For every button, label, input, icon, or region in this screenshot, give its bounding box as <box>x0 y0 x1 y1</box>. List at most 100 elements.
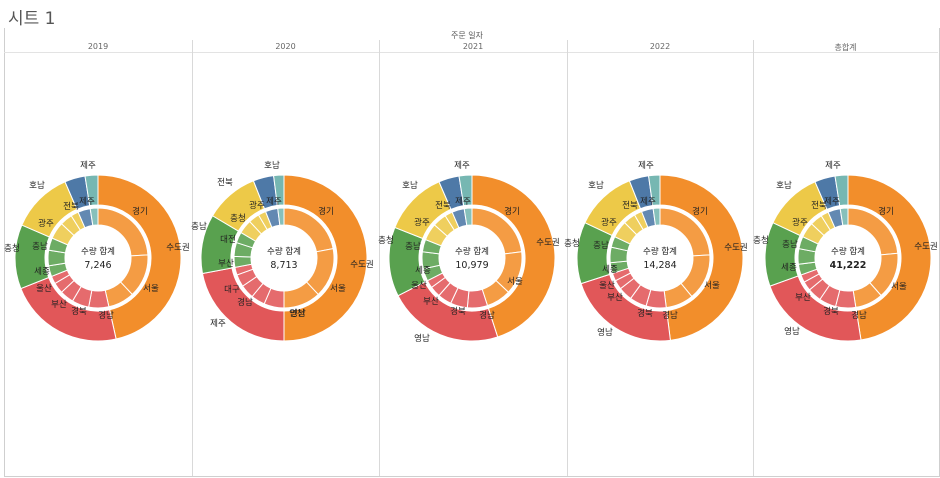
segment-label: 전북 <box>63 201 79 212</box>
segment-label: 부산 <box>423 296 439 307</box>
segment-label: 울산 <box>411 280 427 291</box>
segment-label: 제주 <box>210 319 226 329</box>
segment-label: 전북 <box>217 177 233 188</box>
segment-label: 충청 <box>378 236 394 246</box>
column-header-2019[interactable]: 2019 <box>87 42 109 51</box>
segment-label: 서울 <box>704 281 720 291</box>
segment-label: 영남 <box>784 326 800 337</box>
donut-chart-2020: 수량 합계8,713경기수도권서울인천경남대구부산대전충남충청광주전북호남제주제… <box>191 161 374 342</box>
segment-label: 세종 <box>602 265 618 275</box>
segment-label: 제주 <box>455 197 471 207</box>
segment-label: 대전 <box>220 234 236 245</box>
segment-label: 수도권 <box>536 237 559 248</box>
segment-label: 수도권 <box>914 241 937 252</box>
segment-label: 제주 <box>638 161 654 171</box>
center-total-value: 8,713 <box>270 260 297 271</box>
segment-label: 제주 <box>640 197 656 207</box>
segment-label: 경기 <box>504 206 520 217</box>
donut-chart-2019: 수량 합계7,246경기수도권서울경남경북부산울산세종충남충청광주전북호남제주제… <box>4 161 190 342</box>
column-divider <box>192 40 193 476</box>
segment-label: 경남 <box>662 310 678 321</box>
segment-label: 경북 <box>71 306 87 317</box>
segment-label: 서울 <box>330 284 346 294</box>
segment-label: 충청 <box>230 214 246 224</box>
column-header-total[interactable]: 총합계 <box>834 43 857 52</box>
segment-label: 서울 <box>507 277 523 287</box>
center-measure-label: 수량 합계 <box>643 246 677 257</box>
column-divider <box>379 40 380 476</box>
donut-hole <box>439 225 505 291</box>
outer-ring-segment[interactable] <box>471 174 556 338</box>
segment-label: 경남 <box>851 310 867 321</box>
segment-label: 제주 <box>824 197 840 207</box>
segment-label: 경북 <box>637 308 653 319</box>
donut-hole <box>251 225 317 291</box>
segment-label: 영남 <box>414 333 430 344</box>
segment-label: 충남 <box>191 222 207 232</box>
segment-label: 제주 <box>266 197 282 207</box>
column-header-2022[interactable]: 2022 <box>649 42 671 51</box>
segment-label: 충청 <box>564 239 580 249</box>
segment-label: 광주 <box>414 217 430 228</box>
segment-label: 울산 <box>36 283 52 294</box>
segment-label: 경북 <box>450 306 466 317</box>
segment-label: 경남 <box>479 310 495 321</box>
outer-ring-segment[interactable] <box>847 174 932 341</box>
segment-label: 경기 <box>692 206 708 217</box>
segment-label: 충남 <box>405 242 421 252</box>
donut-hole <box>65 225 131 291</box>
segment-label: 서울 <box>143 284 159 294</box>
segment-label: 광주 <box>38 218 54 229</box>
outer-ring-segment[interactable] <box>647 174 661 207</box>
column-header-2021[interactable]: 2021 <box>462 42 484 51</box>
segment-label: 광주 <box>249 200 265 211</box>
outer-ring-segment[interactable] <box>659 174 744 341</box>
center-total-value: 7,246 <box>84 260 111 271</box>
segment-label: 충남 <box>32 242 48 252</box>
segment-label: 충청 <box>4 244 20 254</box>
segment-label: 경북 <box>823 306 839 317</box>
header-divider <box>4 52 938 53</box>
segment-label: 경기 <box>878 206 894 217</box>
column-header-2020[interactable]: 2020 <box>275 42 296 51</box>
segment-label: 호남 <box>588 181 604 191</box>
segment-label: 수도권 <box>724 242 747 253</box>
segment-label: 제주 <box>454 161 470 171</box>
donut-hole <box>627 225 693 291</box>
segment-label: 부산 <box>607 292 623 303</box>
segment-label: 충남 <box>782 240 798 250</box>
segment-label: 세종 <box>34 267 50 277</box>
column-divider <box>567 40 568 476</box>
outer-ring-segment[interactable] <box>283 174 368 342</box>
segment-label: 전북 <box>622 200 638 211</box>
center-measure-label: 수량 합계 <box>455 246 489 257</box>
segment-label: 전북 <box>435 200 451 211</box>
segment-label: 세종 <box>415 266 431 276</box>
center-total-value: 14,284 <box>643 260 676 271</box>
segment-label: 광주 <box>601 217 617 228</box>
segment-label: 영남 <box>597 327 613 338</box>
center-measure-label: 수량 합계 <box>81 246 115 257</box>
center-measure-label: 수량 합계 <box>831 246 865 257</box>
center-measure-label: 수량 합계 <box>267 246 301 257</box>
column-field-label: 주문 일자 <box>451 31 483 40</box>
outer-ring-segment[interactable] <box>273 174 285 206</box>
outer-ring-segment[interactable] <box>458 174 473 207</box>
segment-label: 인천 <box>289 308 305 319</box>
outer-ring-segment[interactable] <box>834 174 849 207</box>
sheet-title: 시트 1 <box>8 9 56 29</box>
segment-label: 제주 <box>79 197 95 207</box>
segment-label: 전북 <box>811 200 827 211</box>
segment-label: 부산 <box>795 292 811 303</box>
segment-label: 경기 <box>318 206 334 217</box>
outer-ring-segment[interactable] <box>84 174 99 207</box>
segment-label: 호남 <box>776 181 792 191</box>
center-total-value: 10,979 <box>455 260 488 271</box>
segment-label: 대구 <box>224 285 240 295</box>
segment-label: 세종 <box>781 263 797 273</box>
outer-ring-segment[interactable] <box>97 174 182 340</box>
segment-label: 부산 <box>218 258 234 269</box>
segment-label: 부산 <box>51 299 67 310</box>
segment-label: 충남 <box>593 241 609 251</box>
